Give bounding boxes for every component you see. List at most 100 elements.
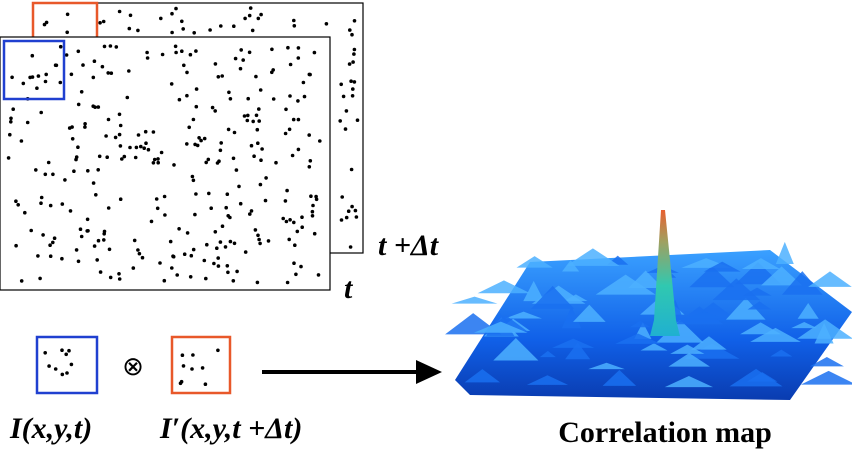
particle — [60, 348, 64, 352]
particle — [285, 220, 289, 224]
particle — [64, 353, 68, 357]
particle — [86, 218, 90, 222]
particle — [98, 21, 102, 25]
particle — [216, 349, 220, 353]
particle — [94, 193, 98, 197]
particle — [38, 277, 42, 281]
particle — [287, 238, 291, 242]
particle — [300, 215, 304, 219]
particle — [241, 58, 245, 62]
particle — [35, 86, 39, 90]
particle — [254, 228, 258, 232]
particle — [49, 254, 53, 258]
particle — [348, 28, 352, 32]
particle — [297, 56, 301, 60]
particle — [351, 94, 355, 98]
particle — [70, 125, 74, 129]
particle — [81, 63, 85, 67]
particle — [317, 273, 321, 277]
particle — [345, 216, 349, 220]
particle — [39, 111, 43, 115]
particle — [219, 141, 223, 145]
particle — [134, 156, 138, 160]
particle — [248, 212, 252, 216]
particle — [195, 105, 199, 109]
particle — [47, 161, 51, 165]
frame-label: t — [344, 272, 354, 305]
particle — [104, 134, 108, 138]
particle — [123, 155, 127, 159]
particle — [97, 105, 101, 109]
particle — [257, 119, 261, 123]
operand-label: I′(x,y,t +Δt) — [159, 412, 302, 445]
particle — [270, 71, 274, 75]
particle — [39, 201, 43, 205]
particle — [53, 236, 57, 240]
particle — [354, 209, 358, 213]
particle — [288, 128, 292, 132]
particle — [127, 69, 131, 73]
particle — [161, 53, 165, 57]
particle — [232, 24, 236, 28]
particle — [86, 229, 90, 233]
particle — [67, 349, 71, 353]
particle — [118, 113, 122, 117]
particle — [264, 199, 268, 203]
particle — [7, 156, 11, 160]
particle — [61, 202, 65, 206]
particle — [260, 147, 264, 151]
particle — [340, 195, 344, 199]
particle — [209, 206, 213, 210]
particle — [274, 161, 278, 165]
particle — [187, 126, 191, 130]
particle — [193, 213, 197, 217]
particle — [72, 169, 76, 173]
correlation-surface — [445, 242, 852, 400]
particle — [185, 94, 189, 98]
particle — [345, 109, 349, 113]
particle — [31, 54, 35, 58]
particle — [205, 243, 209, 247]
surface-bump — [566, 248, 619, 265]
particle — [153, 158, 157, 162]
particle — [144, 130, 148, 134]
particle — [207, 158, 211, 162]
particle — [144, 141, 148, 145]
particle — [217, 75, 221, 79]
particle — [219, 149, 223, 153]
particle — [311, 204, 315, 208]
particle — [248, 14, 252, 18]
particle — [286, 281, 290, 285]
particle — [246, 114, 250, 118]
particle — [216, 161, 220, 165]
particle — [178, 98, 182, 102]
particle — [142, 146, 146, 150]
particle — [63, 178, 67, 182]
operator: ⊗ — [122, 352, 144, 382]
particle — [34, 168, 38, 172]
particle — [71, 137, 75, 141]
particle — [80, 235, 84, 239]
particle — [93, 244, 97, 248]
particle — [92, 181, 96, 185]
particle — [152, 161, 156, 165]
particle — [208, 28, 212, 32]
particle — [170, 266, 174, 270]
particle — [351, 60, 355, 64]
particle — [216, 256, 220, 260]
particle — [156, 161, 160, 165]
particle — [294, 273, 298, 277]
page: {"frames": [{"label": "t +Δt"}, {"label"… — [0, 0, 852, 456]
particle — [233, 131, 237, 135]
particle — [264, 176, 268, 180]
particle — [220, 74, 224, 78]
particle — [96, 168, 100, 172]
particle — [259, 158, 263, 162]
particle — [44, 80, 48, 84]
particle — [221, 224, 225, 228]
particle — [307, 133, 311, 137]
particle — [226, 271, 230, 275]
particle — [9, 117, 13, 121]
particle — [267, 239, 271, 243]
particle — [194, 49, 198, 53]
